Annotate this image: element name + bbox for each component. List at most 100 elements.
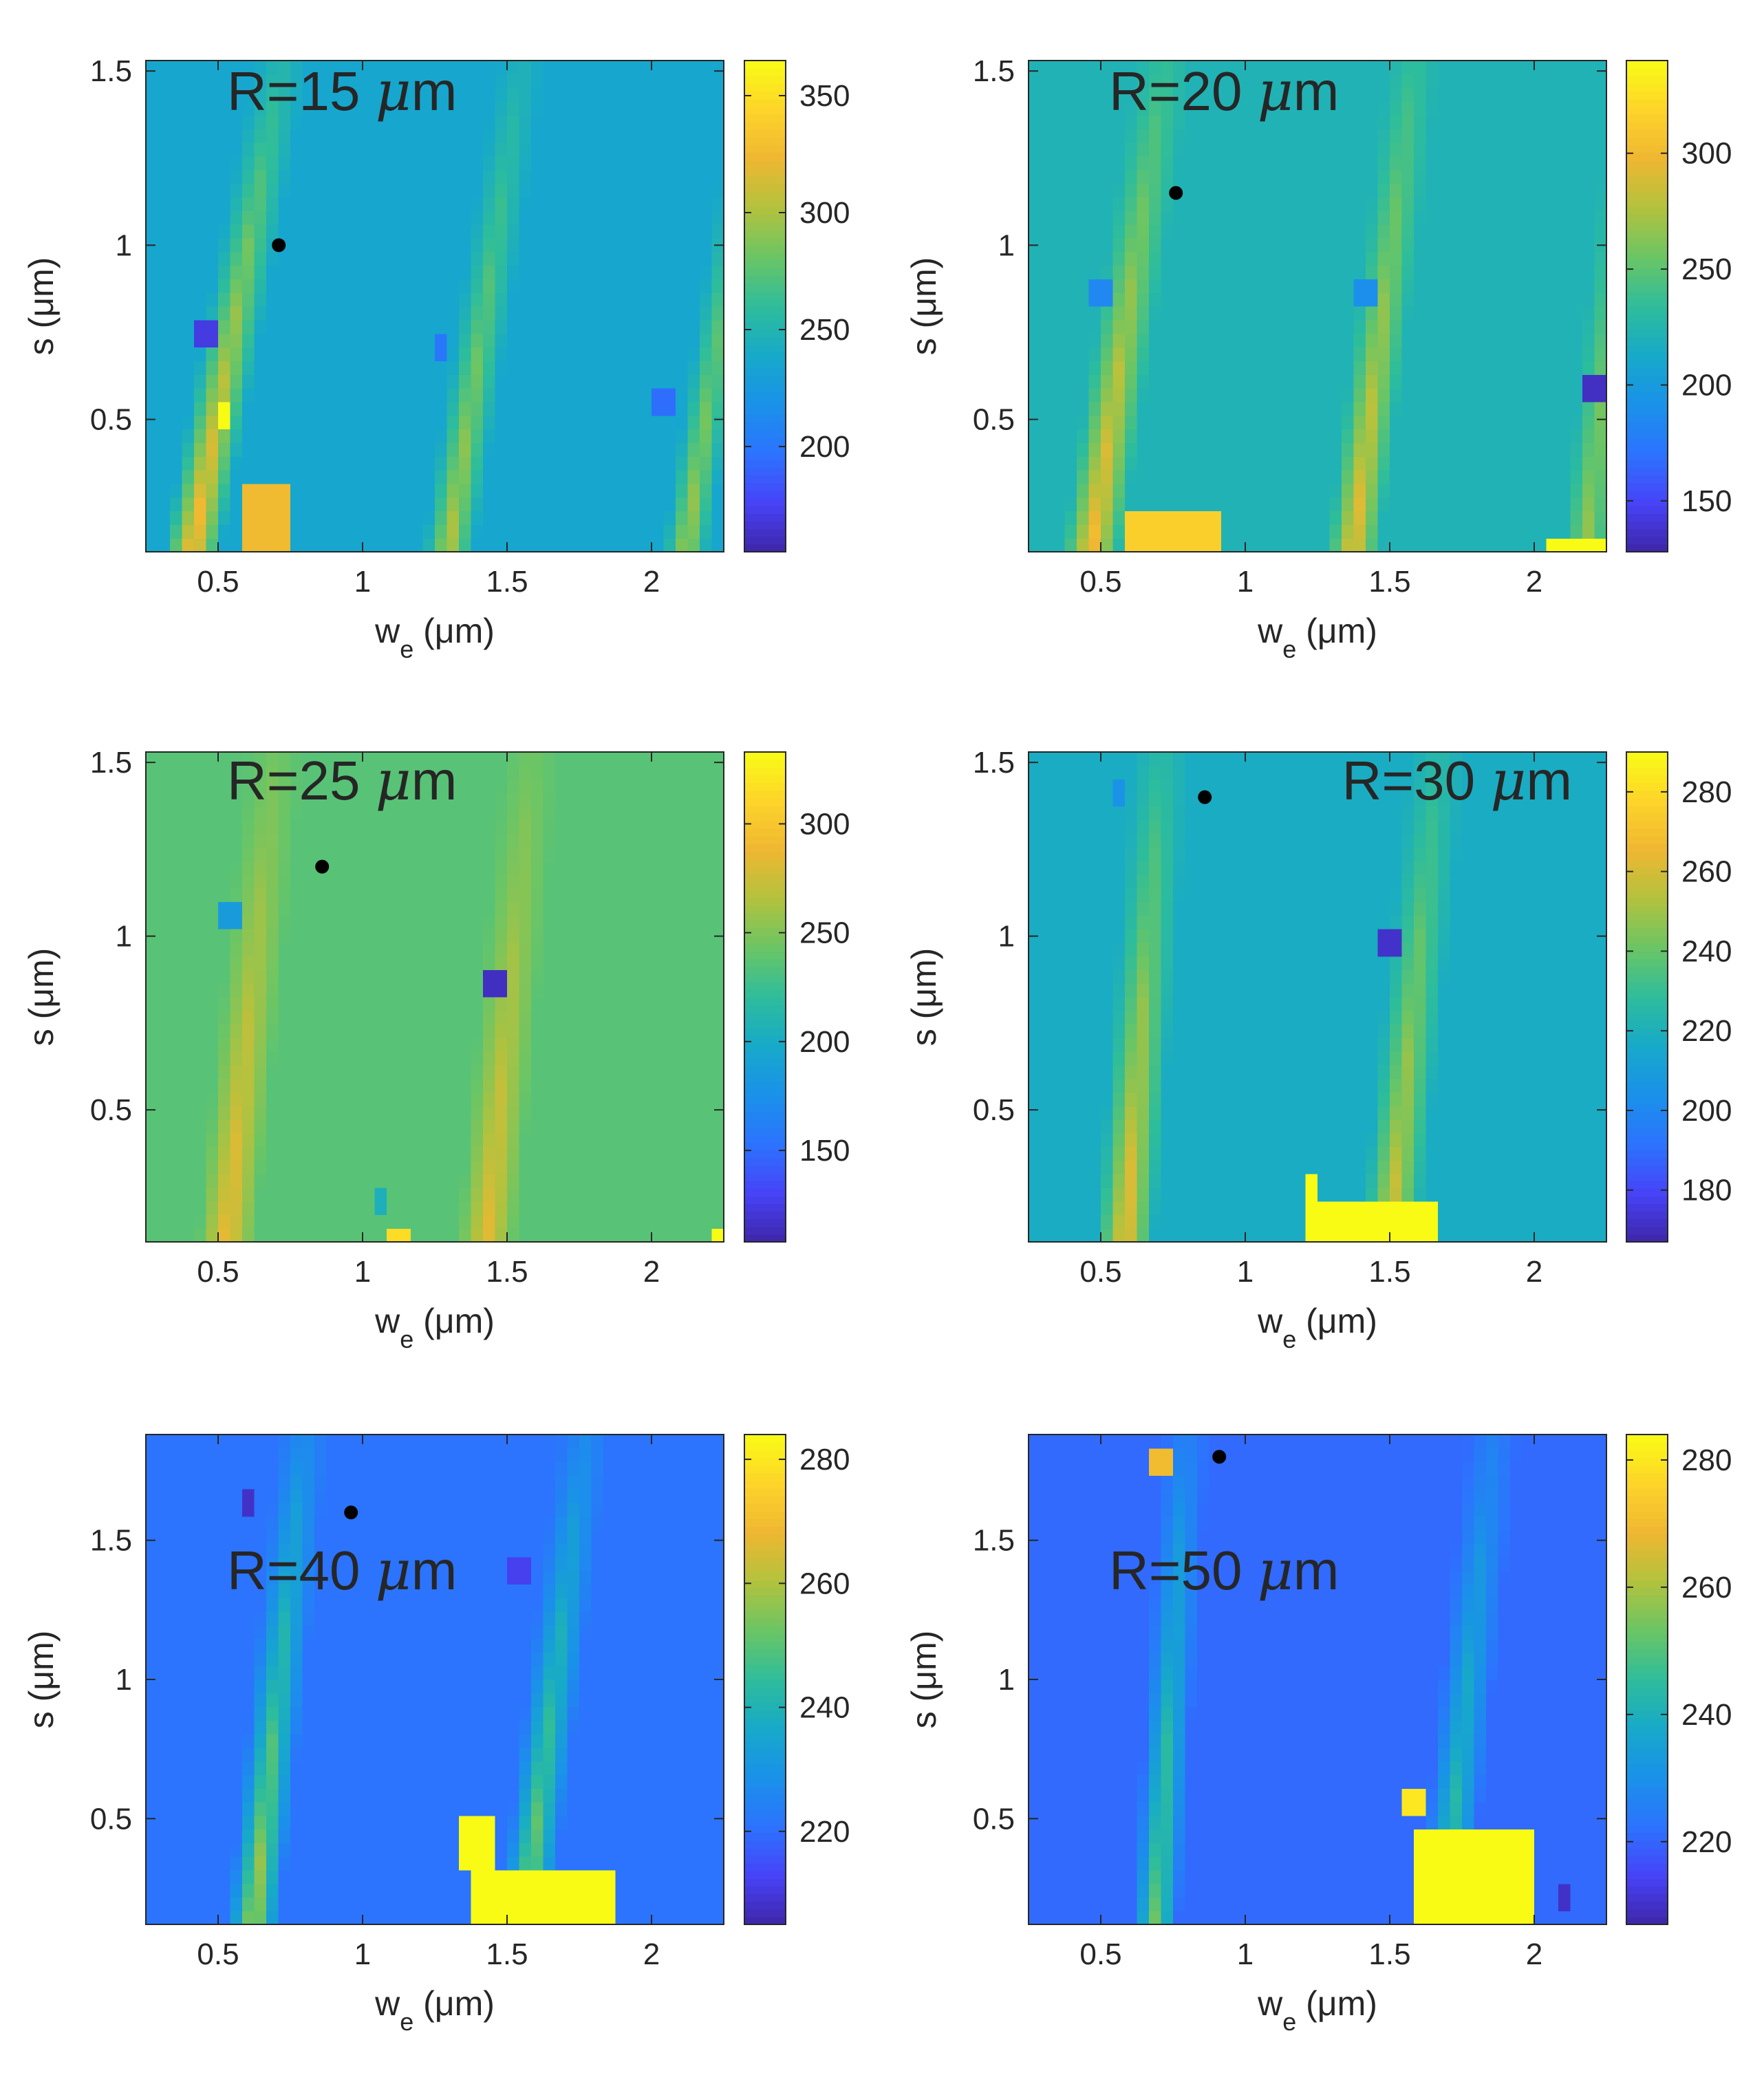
heatmap-cell: [182, 292, 195, 306]
colorbar-segment: [744, 61, 786, 69]
heatmap-cell: [688, 292, 700, 306]
heatmap-cell: [1474, 402, 1487, 416]
heatmap-cell: [399, 1038, 411, 1051]
heatmap-cell: [459, 197, 471, 211]
heatmap-cell: [303, 943, 315, 956]
heatmap-cell: [1089, 252, 1101, 266]
heatmap-cell: [423, 129, 435, 142]
heatmap-cell: [1342, 388, 1354, 402]
heatmap-cell: [351, 442, 363, 456]
heatmap-cell: [1125, 402, 1137, 416]
heatmap-cell: [1161, 170, 1174, 184]
heatmap-cell: [495, 1011, 508, 1024]
heatmap-cell: [1498, 88, 1511, 102]
heatmap-cell: [652, 983, 664, 997]
heatmap-cell: [194, 74, 206, 88]
heatmap-cell: [1041, 347, 1053, 361]
heatmap-cell: [1486, 306, 1498, 320]
heatmap-cell: [1582, 320, 1595, 334]
heatmap-cell: [1510, 306, 1523, 320]
heatmap-cell: [555, 1133, 568, 1147]
heatmap-cell: [1065, 170, 1077, 184]
heatmap-cell: [579, 211, 592, 224]
heatmap-cell: [616, 888, 628, 902]
heatmap-cell: [459, 88, 471, 102]
heatmap-cell: [351, 983, 363, 997]
colorbar-segment: [1626, 206, 1668, 215]
heatmap-cell: [423, 224, 435, 238]
heatmap-cell: [1089, 388, 1101, 402]
heatmap-cell: [688, 184, 700, 197]
heatmap-cell: [218, 497, 230, 511]
heatmap-cell: [652, 538, 664, 552]
heatmap-cell: [375, 347, 387, 361]
heatmap-cell: [507, 902, 519, 916]
heatmap-cell: [495, 956, 508, 970]
heatmap-cell: [652, 969, 664, 983]
heatmap-cell: [1378, 497, 1390, 511]
heatmap-cell: [387, 429, 399, 443]
heatmap-cell: [1474, 252, 1487, 266]
heatmap-cell: [230, 184, 243, 197]
heatmap-cell: [1234, 456, 1246, 470]
heatmap-cell: [1390, 279, 1402, 292]
heatmap-cell: [327, 156, 339, 170]
heatmap-cell: [230, 442, 243, 456]
heatmap-cell: [568, 929, 580, 943]
heatmap-cell: [435, 184, 447, 197]
heatmap-cell: [194, 1214, 206, 1228]
heatmap-cell: [507, 1188, 519, 1201]
heatmap-cell: [531, 1174, 544, 1188]
heatmap-cell: [206, 1024, 219, 1038]
heatmap-cell: [459, 538, 471, 552]
heatmap-cell: [471, 538, 484, 552]
heatmap-cell: [544, 320, 556, 334]
heatmap-cell: [435, 1106, 447, 1119]
heatmap-cell: [158, 129, 171, 142]
heatmap-cell: [1438, 74, 1450, 88]
heatmap-cell: [592, 929, 604, 943]
heatmap-cell: [194, 1133, 206, 1147]
heatmap-cell: [471, 1160, 484, 1174]
heatmap-cell: [327, 524, 339, 538]
heatmap-cell: [712, 74, 724, 88]
x-tick-label: 0.5: [197, 565, 239, 599]
heatmap-cell: [544, 874, 556, 888]
heatmap-cell: [1486, 142, 1498, 156]
heatmap-cell: [495, 511, 508, 525]
heatmap-cell: [423, 1065, 435, 1079]
heatmap-cell: [1269, 211, 1282, 224]
heatmap-cell: [568, 402, 580, 416]
heatmap-cell: [471, 402, 484, 416]
heatmap-cell: [1185, 211, 1198, 224]
heatmap-cell: [1547, 320, 1559, 334]
heatmap-cell: [338, 511, 351, 525]
heatmap-cell: [206, 374, 219, 388]
heatmap-cell: [519, 1051, 532, 1065]
heatmap-cell: [664, 129, 676, 142]
heatmap-cell: [338, 1201, 351, 1215]
heatmap-cell: [1077, 374, 1089, 388]
heatmap-cell: [435, 292, 447, 306]
heatmap-cell: [206, 61, 219, 74]
heatmap-cell: [652, 524, 664, 538]
heatmap-cell: [664, 1065, 676, 1079]
heatmap-cell: [1185, 456, 1198, 470]
heatmap-cell: [519, 61, 532, 74]
heatmap-cell: [1029, 102, 1041, 116]
heatmap-cell: [603, 538, 616, 552]
heatmap-cell: [1582, 224, 1595, 238]
heatmap-cell: [230, 956, 243, 970]
heatmap-cell: [1547, 442, 1559, 456]
heatmap-cell: [1137, 238, 1150, 252]
heatmap-cell: [459, 1079, 471, 1093]
heatmap-cell: [327, 1214, 339, 1228]
heatmap-cell: [327, 969, 339, 983]
heatmap-cell: [1366, 156, 1378, 170]
colorbar-segment: [1626, 429, 1668, 438]
heatmap-cell: [1342, 156, 1354, 170]
heatmap-cell: [1547, 306, 1559, 320]
heatmap-cell: [688, 524, 700, 538]
heatmap-cell: [242, 170, 255, 184]
heatmap-cell: [1390, 442, 1402, 456]
